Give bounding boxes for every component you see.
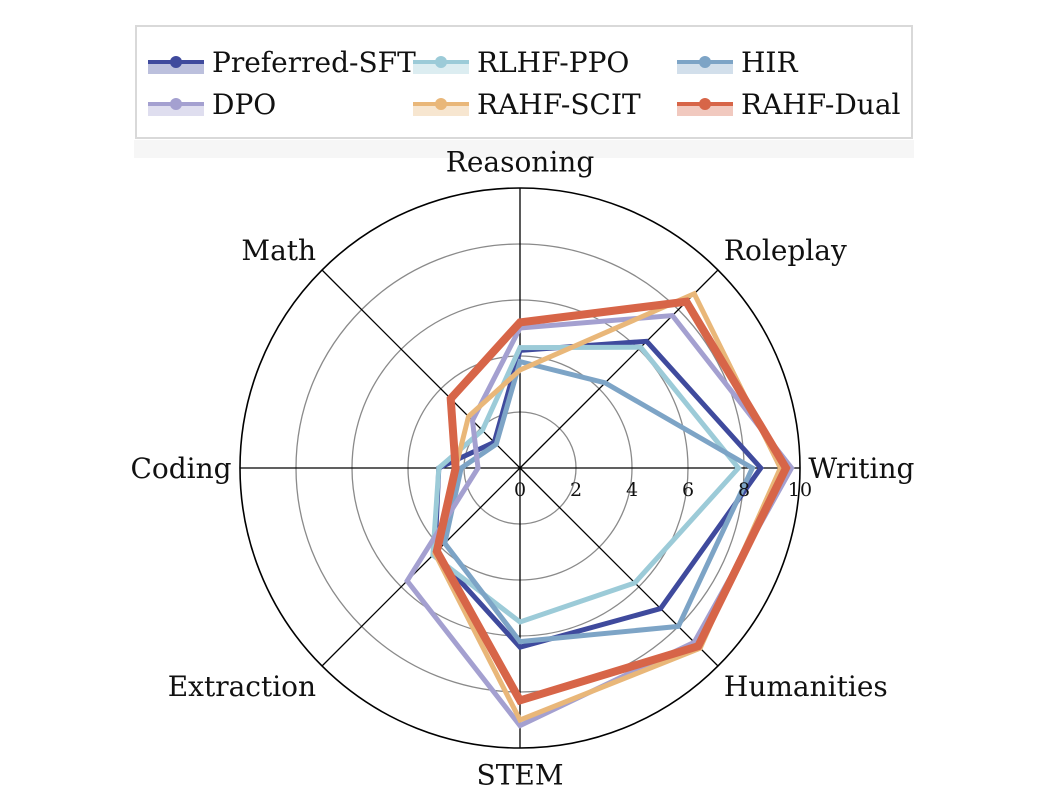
tick-label: 6 xyxy=(682,479,694,501)
series-dpo xyxy=(404,312,795,729)
axis-label-layer: Writing Roleplay Reasoning Math Coding Extrac… xyxy=(130,146,914,792)
legend-label-rlhf-ppo: RLHF-PPO xyxy=(477,46,629,79)
legend-marker-hir xyxy=(699,56,711,68)
legend-shadow xyxy=(134,140,914,158)
legend-marker-rahf-dual xyxy=(699,98,711,110)
legend-frame xyxy=(135,25,913,139)
legend-marker-dpo xyxy=(170,98,182,110)
legend-item-rahf-scit: RAHF-SCIT xyxy=(413,88,641,121)
tick-label: 0 xyxy=(514,479,526,501)
legend-items: Preferred-SFT RLHF-PPO HIR DPO RAHF-SCIT RAHF… xyxy=(148,46,901,121)
axis-label-roleplay: Roleplay xyxy=(724,234,847,267)
grid-layer xyxy=(239,187,801,749)
legend-label-dpo: DPO xyxy=(212,88,276,121)
legend-marker-preferred-sft xyxy=(170,56,182,68)
legend-label-hir: HIR xyxy=(741,46,798,79)
axis-label-extraction: Extraction xyxy=(168,670,316,703)
series-rahf-dual xyxy=(432,297,791,706)
axis-label-stem: STEM xyxy=(477,758,564,791)
tick-label: 4 xyxy=(626,479,638,501)
spoke-math xyxy=(321,269,521,469)
legend-item-hir: HIR xyxy=(677,46,798,79)
legend-label-rahf-scit: RAHF-SCIT xyxy=(477,88,641,121)
axis-label-writing: Writing xyxy=(808,452,914,485)
series-layer xyxy=(404,290,795,729)
legend-item-rlhf-ppo: RLHF-PPO xyxy=(413,46,629,79)
axis-label-coding: Coding xyxy=(130,452,231,485)
axis-label-math: Math xyxy=(241,234,316,267)
axis-label-reasoning: Reasoning xyxy=(446,146,595,179)
legend-item-preferred-sft: Preferred-SFT xyxy=(148,46,416,79)
spoke-humanities xyxy=(519,467,719,667)
series-hir xyxy=(442,358,756,645)
legend-marker-rlhf-ppo xyxy=(435,56,447,68)
legend-item-rahf-dual: RAHF-Dual xyxy=(677,88,901,121)
tick-label: 8 xyxy=(738,479,750,501)
axis-label-humanities: Humanities xyxy=(724,670,888,703)
tick-label: 10 xyxy=(788,479,812,501)
tick-layer: 0 2 4 6 8 10 xyxy=(514,479,812,501)
legend-label-preferred-sft: Preferred-SFT xyxy=(212,46,416,79)
tick-label: 2 xyxy=(570,479,582,501)
series-rlhf-ppo xyxy=(430,344,742,625)
legend-label-rahf-dual: RAHF-Dual xyxy=(741,88,901,121)
legend-marker-rahf-scit xyxy=(435,98,447,110)
spoke-extraction xyxy=(321,467,521,667)
legend-item-dpo: DPO xyxy=(148,88,276,121)
legend: Preferred-SFT RLHF-PPO HIR DPO RAHF-SCIT RAHF… xyxy=(135,25,913,139)
